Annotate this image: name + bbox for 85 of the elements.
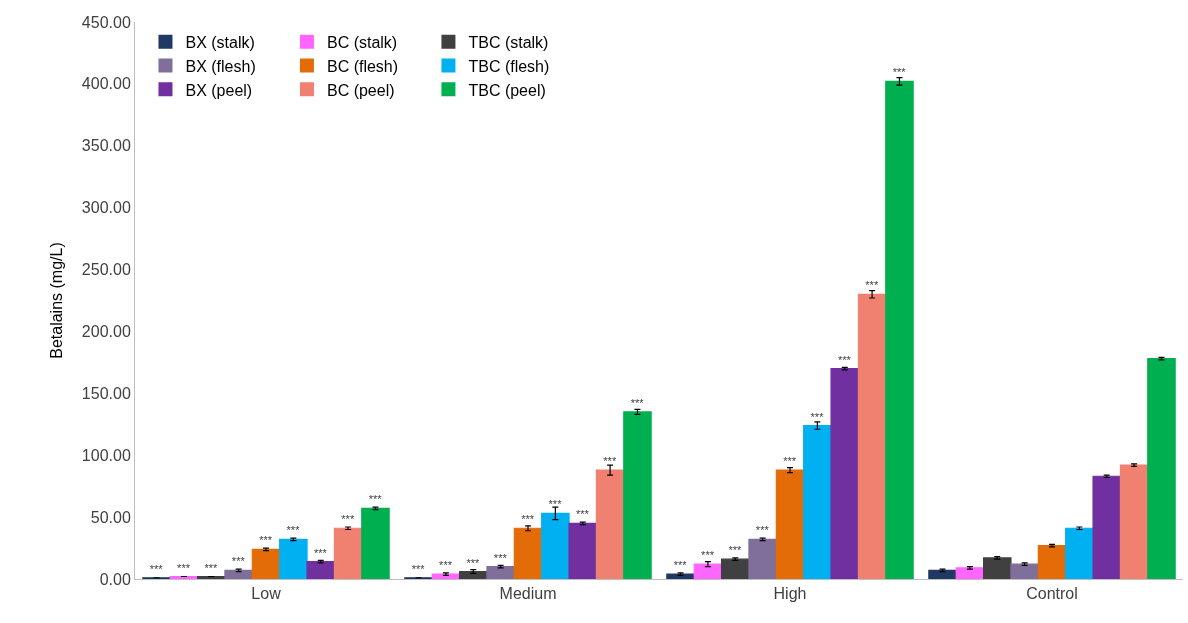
data-label: *** <box>439 559 453 572</box>
bar <box>623 411 652 579</box>
legend-label: BC (stalk) <box>326 33 398 51</box>
data-label: *** <box>313 546 328 559</box>
data-label: *** <box>892 66 907 79</box>
data-label: *** <box>728 544 743 557</box>
bar <box>224 569 253 579</box>
data-label: *** <box>837 353 852 366</box>
bar <box>1037 544 1067 579</box>
x-tick-label: Medium <box>499 585 557 603</box>
data-label: *** <box>521 513 535 526</box>
y-tick-label: 300.00 <box>81 199 131 217</box>
bar <box>1119 464 1149 579</box>
data-label: *** <box>177 561 191 574</box>
data-label: *** <box>466 556 481 569</box>
y-tick-label: 0.00 <box>99 570 131 588</box>
bar <box>982 557 1012 579</box>
legend-label: TBC (flesh) <box>468 57 550 75</box>
bar <box>169 575 199 579</box>
data-label: *** <box>575 508 590 521</box>
legend-label: BX (peel) <box>185 81 253 99</box>
bar <box>1092 475 1122 579</box>
bar <box>486 566 515 579</box>
data-label: *** <box>755 524 770 537</box>
x-tick-label: High <box>773 585 807 603</box>
y-tick-label: 200.00 <box>81 323 131 341</box>
bar <box>196 575 226 579</box>
bar <box>885 80 914 579</box>
bar <box>720 558 750 579</box>
bar <box>748 538 777 579</box>
legend-label: BX (flesh) <box>185 57 256 75</box>
y-tick-label: 100.00 <box>81 446 131 464</box>
data-label: *** <box>286 524 301 537</box>
data-label: *** <box>259 534 273 547</box>
data-label: *** <box>341 513 355 526</box>
data-label: *** <box>368 493 383 506</box>
data-label: *** <box>810 410 825 423</box>
bar <box>775 469 805 579</box>
y-tick-label: 150.00 <box>81 384 131 402</box>
y-tick-label: 350.00 <box>81 137 131 155</box>
bar <box>595 469 625 579</box>
legend-label: TBC (peel) <box>468 81 546 99</box>
bar <box>803 424 832 579</box>
data-label: *** <box>493 551 508 564</box>
y-tick-label: 250.00 <box>81 261 131 279</box>
x-tick-label: Low <box>251 585 282 603</box>
bar <box>1010 563 1039 579</box>
legend-label: BC (flesh) <box>326 57 399 75</box>
bar <box>857 293 887 579</box>
bar <box>333 527 363 579</box>
bar <box>431 573 461 579</box>
y-tick-label: 50.00 <box>90 508 131 526</box>
bar <box>1147 358 1176 579</box>
bar <box>541 512 570 579</box>
bar <box>666 573 695 579</box>
bar <box>361 507 390 579</box>
y-tick-label: 450.00 <box>81 13 131 31</box>
data-label: *** <box>783 455 797 468</box>
legend-label: BC (peel) <box>326 81 395 99</box>
data-label: *** <box>865 279 879 292</box>
bar <box>830 367 860 579</box>
data-label: *** <box>630 396 645 409</box>
y-tick-label: 400.00 <box>81 75 131 93</box>
bar <box>458 570 488 579</box>
data-label: *** <box>673 559 688 572</box>
x-tick-label: Control <box>1026 585 1078 603</box>
bar <box>928 569 957 579</box>
data-label: *** <box>411 562 426 575</box>
y-axis-title: Betalains (mg/L) <box>47 242 65 359</box>
bar <box>955 567 985 579</box>
legend-label: TBC (stalk) <box>468 33 549 51</box>
data-label: *** <box>231 555 246 568</box>
legend-label: BX (stalk) <box>185 33 255 51</box>
bar <box>693 563 723 579</box>
data-label: *** <box>149 562 164 575</box>
bar <box>251 548 281 579</box>
bar <box>306 561 336 579</box>
bar <box>568 522 598 579</box>
bar <box>1065 527 1094 579</box>
data-label: *** <box>603 455 617 468</box>
data-label: *** <box>701 549 715 562</box>
bar <box>279 538 308 579</box>
bar <box>513 527 543 579</box>
data-label: *** <box>548 498 563 511</box>
data-label: *** <box>204 561 219 574</box>
